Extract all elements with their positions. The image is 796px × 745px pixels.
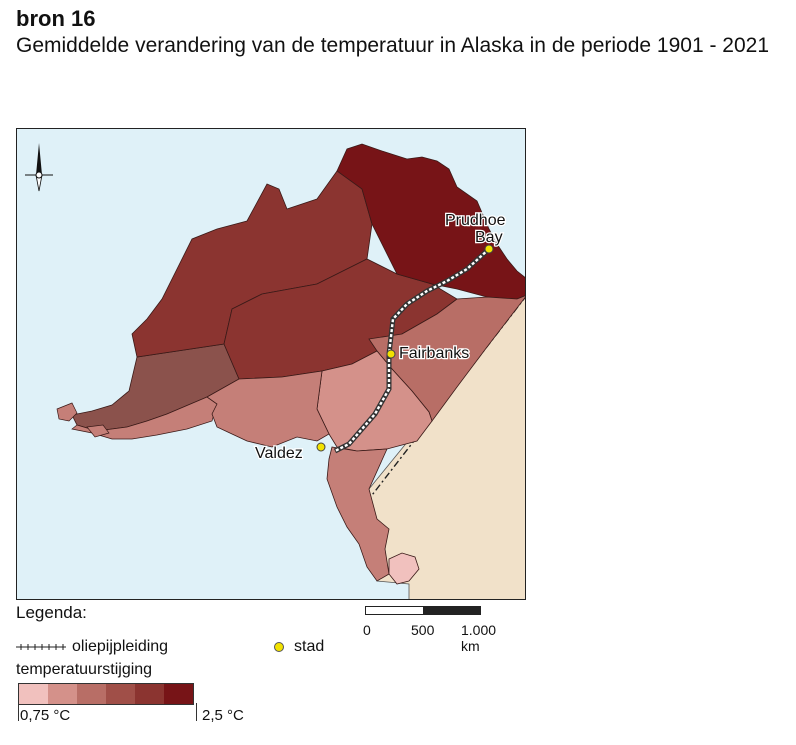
region-panhandle xyxy=(326,446,390,582)
pipeline-symbol xyxy=(16,644,66,650)
ramp-swatch-1 xyxy=(19,684,48,704)
aleutian-west xyxy=(56,402,78,422)
region-south-coast xyxy=(206,370,330,448)
alaska-map: Prudhoe Bay Fairbanks Valdez xyxy=(25,143,525,599)
city-prudhoe-bay-dot xyxy=(484,244,494,254)
scale-bar: 0 500 1.000 km xyxy=(363,606,496,654)
border-line xyxy=(368,296,525,500)
aleutian-far-west xyxy=(86,424,110,438)
region-panhandle-south xyxy=(388,552,420,585)
map: Prudhoe Bay Fairbanks Valdez xyxy=(16,128,526,600)
title-block: bron 16 Gemiddelde verandering van de te… xyxy=(16,6,786,59)
ramp-swatch-4 xyxy=(106,684,135,704)
scale-bar-segments xyxy=(365,606,481,615)
legend-min-label: 0,75 °C xyxy=(20,707,71,724)
scale-label-0: 0 xyxy=(363,622,371,638)
city-valdez-dot xyxy=(316,442,326,452)
legend: Legenda: oliepijpleiding stad temperatuu… xyxy=(16,603,556,743)
ramp-swatch-6 xyxy=(164,684,193,704)
legend-max-label: 2,5 °C xyxy=(202,707,244,724)
legend-pipeline-label: oliepijpleiding xyxy=(72,638,169,655)
source-label: bron 16 xyxy=(16,6,96,31)
legend-city-item: stad xyxy=(274,638,324,656)
legend-pipeline-item: oliepijpleiding xyxy=(16,638,168,656)
city-fairbanks-dot xyxy=(386,349,396,359)
city-valdez-label: Valdez xyxy=(255,445,303,462)
ramp-min-tick xyxy=(18,703,19,721)
oil-pipeline-core xyxy=(334,248,490,453)
ramp-swatch-3 xyxy=(77,684,106,704)
scale-label-500: 500 xyxy=(411,622,435,638)
legend-city-label: stad xyxy=(294,638,325,655)
city-dot-icon xyxy=(274,642,284,652)
city-fairbanks-label: Fairbanks xyxy=(399,345,469,362)
scale-label-1000: 1.000 km xyxy=(461,622,497,654)
legend-title: Legenda: xyxy=(16,603,87,622)
region-south-central xyxy=(316,350,433,452)
temperature-color-ramp xyxy=(18,683,194,705)
ramp-swatch-2 xyxy=(48,684,77,704)
scale-segment-dark xyxy=(423,607,480,614)
city-prudhoe-bay-label-2: Bay xyxy=(475,229,503,246)
figure-title: Gemiddelde verandering van de temperatuu… xyxy=(16,34,769,57)
ramp-max-tick xyxy=(196,703,197,721)
legend-temperature-title: temperatuurstijging xyxy=(16,661,153,678)
ramp-swatch-5 xyxy=(135,684,164,704)
city-prudhoe-bay-label-1: Prudhoe xyxy=(445,212,506,229)
north-arrow-icon xyxy=(25,143,53,192)
scale-segment-light xyxy=(366,607,423,614)
